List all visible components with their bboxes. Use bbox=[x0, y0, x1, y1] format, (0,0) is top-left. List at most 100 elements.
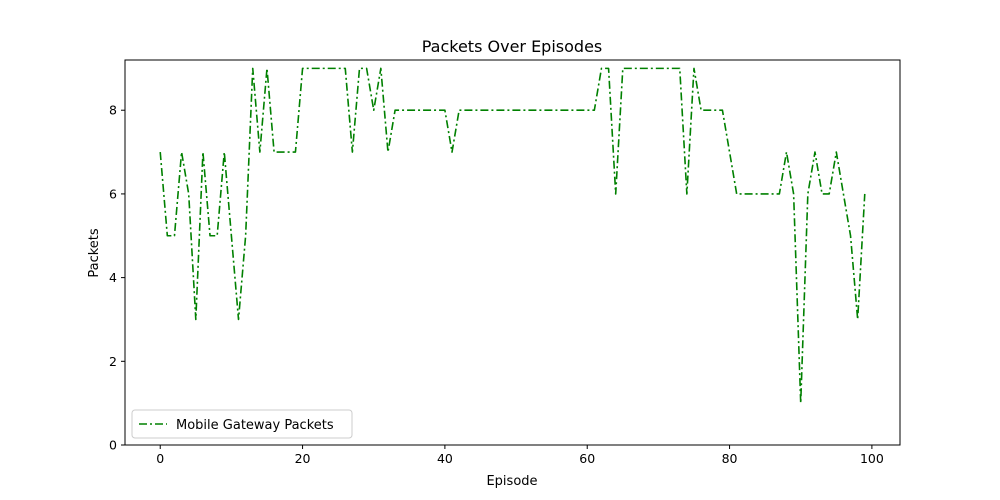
data-point bbox=[855, 317, 860, 322]
data-point bbox=[820, 191, 825, 196]
data-point bbox=[784, 150, 789, 155]
data-point bbox=[635, 66, 640, 71]
data-point bbox=[592, 108, 597, 113]
data-point bbox=[841, 191, 846, 196]
data-point bbox=[186, 191, 191, 196]
data-point bbox=[713, 108, 718, 113]
data-point bbox=[727, 150, 732, 155]
data-point bbox=[791, 191, 796, 196]
data-point bbox=[599, 66, 604, 71]
data-point bbox=[364, 66, 369, 71]
data-point bbox=[827, 191, 832, 196]
data-point bbox=[378, 66, 383, 71]
data-point bbox=[627, 66, 632, 71]
data-point bbox=[336, 66, 341, 71]
data-point bbox=[421, 108, 426, 113]
legend-label: Mobile Gateway Packets bbox=[176, 418, 334, 433]
data-point bbox=[250, 66, 255, 71]
data-point bbox=[549, 108, 554, 113]
data-point bbox=[485, 108, 490, 113]
data-point bbox=[179, 150, 184, 155]
data-point bbox=[585, 108, 590, 113]
data-point bbox=[457, 108, 462, 113]
data-point bbox=[684, 191, 689, 196]
data-point bbox=[528, 108, 533, 113]
data-point bbox=[514, 108, 519, 113]
data-point bbox=[165, 233, 170, 238]
x-tick-label: 100 bbox=[860, 451, 884, 466]
x-tick-label: 80 bbox=[722, 451, 738, 466]
legend: Mobile Gateway Packets bbox=[131, 409, 353, 439]
data-point bbox=[677, 66, 682, 71]
data-point bbox=[357, 66, 362, 71]
data-point bbox=[264, 66, 269, 71]
data-point bbox=[663, 66, 668, 71]
data-point bbox=[222, 150, 227, 155]
data-point bbox=[350, 150, 355, 155]
data-point bbox=[321, 66, 326, 71]
data-point bbox=[393, 108, 398, 113]
data-point bbox=[506, 108, 511, 113]
data-point bbox=[535, 108, 540, 113]
y-tick-label: 6 bbox=[109, 186, 117, 201]
data-point bbox=[215, 233, 220, 238]
data-point bbox=[812, 150, 817, 155]
data-point bbox=[478, 108, 483, 113]
data-point bbox=[706, 108, 711, 113]
data-point bbox=[286, 150, 291, 155]
data-point bbox=[200, 150, 205, 155]
data-point bbox=[741, 191, 746, 196]
data-point bbox=[606, 66, 611, 71]
data-point bbox=[158, 150, 163, 155]
data-point bbox=[300, 66, 305, 71]
y-tick-label: 4 bbox=[109, 270, 117, 285]
data-point bbox=[613, 191, 618, 196]
data-point bbox=[542, 108, 547, 113]
y-tick-label: 8 bbox=[109, 103, 117, 118]
x-tick-label: 40 bbox=[437, 451, 453, 466]
data-point bbox=[848, 233, 853, 238]
series-line-0 bbox=[159, 67, 866, 404]
data-point bbox=[385, 150, 390, 155]
x-tick-label: 0 bbox=[156, 451, 164, 466]
y-axis: 0 2 4 6 8 bbox=[109, 103, 125, 453]
data-point bbox=[428, 108, 433, 113]
data-point bbox=[279, 150, 284, 155]
data-point bbox=[343, 66, 348, 71]
data-point bbox=[642, 66, 647, 71]
x-axis: 0 20 40 60 80 100 bbox=[156, 445, 884, 466]
data-point bbox=[193, 317, 198, 322]
x-tick-label: 20 bbox=[295, 451, 311, 466]
data-point bbox=[371, 108, 376, 113]
data-point bbox=[862, 191, 867, 196]
data-point bbox=[492, 108, 497, 113]
data-point bbox=[471, 108, 476, 113]
data-point bbox=[756, 191, 761, 196]
y-axis-label: Packets bbox=[87, 228, 102, 278]
data-point bbox=[798, 401, 803, 406]
data-point bbox=[257, 150, 262, 155]
data-point bbox=[777, 191, 782, 196]
data-point bbox=[649, 66, 654, 71]
data-point bbox=[805, 191, 810, 196]
data-point bbox=[620, 66, 625, 71]
data-point bbox=[307, 66, 312, 71]
y-tick-label: 2 bbox=[109, 354, 117, 369]
data-point bbox=[499, 108, 504, 113]
data-point bbox=[734, 191, 739, 196]
data-point bbox=[229, 233, 234, 238]
data-point bbox=[578, 108, 583, 113]
data-point bbox=[563, 108, 568, 113]
data-point bbox=[521, 108, 526, 113]
data-point bbox=[656, 66, 661, 71]
chart-title: Packets Over Episodes bbox=[422, 37, 603, 56]
plot-frame bbox=[124, 59, 901, 446]
x-axis-label: Episode bbox=[486, 474, 537, 489]
data-point bbox=[570, 108, 575, 113]
data-point bbox=[208, 233, 213, 238]
data-point bbox=[699, 108, 704, 113]
plot-area bbox=[158, 66, 867, 406]
data-point bbox=[450, 150, 455, 155]
data-point bbox=[407, 108, 412, 113]
